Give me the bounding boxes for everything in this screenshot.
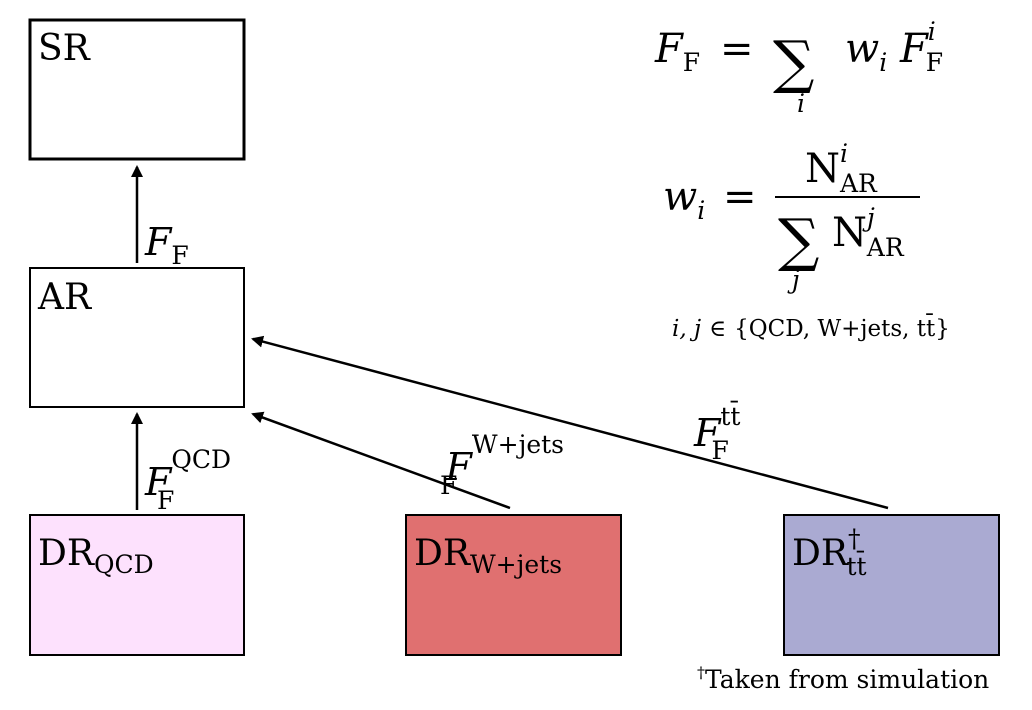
arrow-wjets-to-ar bbox=[251, 411, 511, 510]
dr-wjets-sub: W+jets bbox=[470, 550, 562, 579]
dr-tt-rect bbox=[783, 514, 1000, 656]
dr-wjets-main: DR bbox=[414, 533, 471, 574]
label-ar-to-sr: FF bbox=[144, 220, 189, 270]
svg-text:FiF: Fi F bbox=[899, 17, 943, 77]
ar-label: AR bbox=[37, 277, 92, 318]
label-tt-to-ar: Ftt̄ F bbox=[693, 402, 740, 465]
sr-box: SR bbox=[28, 18, 246, 161]
svg-text:i: i bbox=[797, 89, 805, 118]
dr-tt-main: DR bbox=[792, 533, 849, 574]
ar-box: AR bbox=[29, 267, 245, 408]
equation-ff-sum: FF = ∑ i wi Fi F bbox=[654, 17, 943, 118]
equation-weights: wi = Ni AR ∑ j Nj AR bbox=[663, 139, 920, 294]
svg-text:=: = bbox=[720, 26, 754, 72]
dr-qcd-rect bbox=[29, 514, 245, 656]
dr-wjets-label: DRW+jets bbox=[414, 533, 562, 579]
footnote: †Taken from simulation bbox=[697, 663, 989, 694]
label-wjets-to-ar: FW+jets F bbox=[440, 430, 564, 500]
dr-wjets-rect bbox=[405, 514, 622, 656]
set-membership: i, j ∈ {QCD, W+jets, tt̄} bbox=[672, 314, 950, 342]
dr-qcd-label: DRQCD bbox=[38, 533, 154, 579]
svg-text:∑: ∑ bbox=[778, 206, 819, 274]
dr-qcd-box: DRQCD bbox=[29, 514, 245, 656]
svg-text:wi: wi bbox=[663, 174, 705, 225]
svg-text:wi: wi bbox=[845, 26, 887, 77]
sr-label: SR bbox=[38, 28, 91, 69]
dr-qcd-sub: QCD bbox=[94, 550, 154, 579]
arrow-tt-to-ar bbox=[251, 335, 889, 510]
dr-tt-label: DR† tt̄ bbox=[792, 524, 867, 581]
dr-tt-sub: tt̄ bbox=[846, 552, 866, 581]
svg-text:FF: FF bbox=[654, 26, 700, 77]
dr-tt-box: DR† tt̄ bbox=[783, 514, 1000, 656]
svg-text:=: = bbox=[723, 174, 757, 220]
dr-tt-dagger: † bbox=[848, 524, 861, 553]
svg-text:∑: ∑ bbox=[773, 28, 814, 96]
label-qcd-to-ar: FQCD F bbox=[144, 445, 231, 515]
dr-qcd-main: DR bbox=[38, 533, 95, 574]
dr-wjets-box: DRW+jets bbox=[405, 514, 622, 656]
